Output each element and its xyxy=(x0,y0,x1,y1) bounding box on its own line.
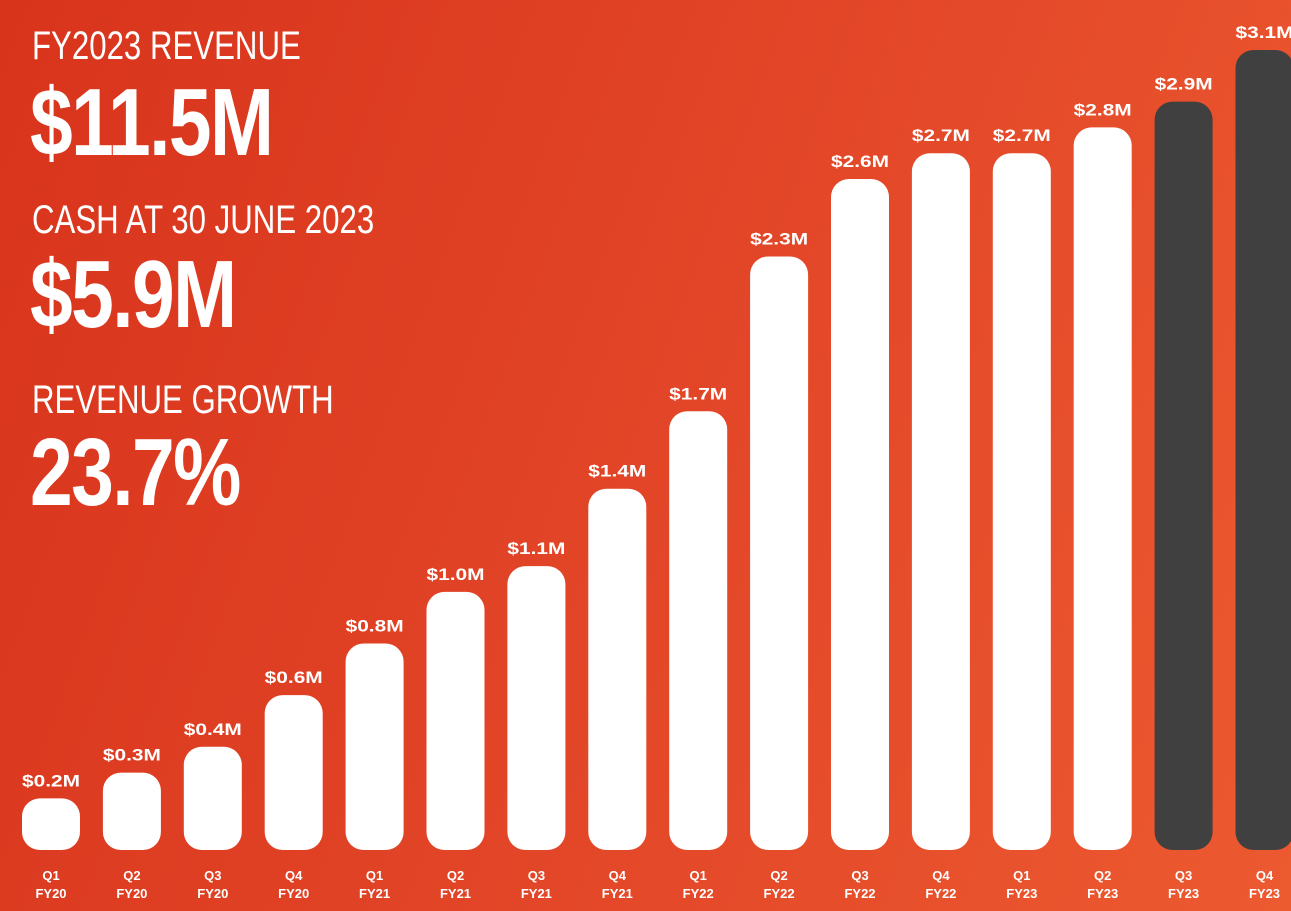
bar xyxy=(22,798,80,850)
bar xyxy=(264,695,323,850)
x-tick-label: Q4 FY20 xyxy=(278,868,310,901)
x-tick-label: Q2 FY20 xyxy=(116,868,148,901)
value-label: $1.7M xyxy=(669,384,727,403)
value-label: $1.0M xyxy=(427,565,485,584)
value-label: $2.6M xyxy=(831,152,889,171)
value-label: $0.3M xyxy=(103,746,161,765)
value-label: $3.1M xyxy=(1236,23,1291,42)
value-label: $2.9M xyxy=(1155,75,1213,94)
value-label: $0.4M xyxy=(184,720,242,739)
bar xyxy=(831,179,889,851)
kpi-label: FY2023 REVENUE xyxy=(32,24,301,68)
bar xyxy=(1154,101,1213,850)
value-label: $0.2M xyxy=(22,771,80,790)
kpi-value: $5.9M xyxy=(30,241,237,348)
kpi-value: 23.7% xyxy=(30,419,241,526)
x-tick-label: Q3 FY22 xyxy=(844,868,876,901)
x-tick-label: Q2 FY22 xyxy=(763,868,795,901)
kpi-value: $11.5M xyxy=(30,69,274,176)
x-tick-label: Q4 FY22 xyxy=(925,868,957,901)
x-tick-label: Q3 FY21 xyxy=(520,868,552,901)
x-tick-label: Q3 FY23 xyxy=(1168,868,1200,901)
x-tick-label: Q2 FY23 xyxy=(1087,868,1119,901)
bar xyxy=(588,488,647,850)
value-label: $1.4M xyxy=(588,462,646,481)
bar xyxy=(426,591,485,850)
x-tick-label: Q1 FY22 xyxy=(682,868,714,901)
value-label: $2.3M xyxy=(750,229,808,248)
value-label: $2.7M xyxy=(993,126,1051,145)
bar xyxy=(669,411,728,850)
kpi-label: CASH AT 30 JUNE 2023 xyxy=(32,198,375,242)
x-tick-label: Q1 FY23 xyxy=(1006,868,1038,901)
x-tick-label: Q1 FY21 xyxy=(359,868,391,901)
bar xyxy=(183,746,242,850)
bar xyxy=(1235,50,1291,850)
value-label: $2.8M xyxy=(1074,100,1132,119)
x-tick-label: Q4 FY21 xyxy=(601,868,633,901)
bar xyxy=(992,153,1051,850)
value-label: $1.1M xyxy=(507,539,565,558)
value-label: $2.7M xyxy=(912,126,970,145)
value-label: $0.6M xyxy=(265,668,323,687)
x-tick-label: Q2 FY21 xyxy=(439,868,472,901)
x-tick-label: Q1 FY20 xyxy=(35,868,67,901)
bar xyxy=(507,566,566,850)
kpi-label: REVENUE GROWTH xyxy=(32,378,334,422)
x-tick-label: Q4 FY23 xyxy=(1248,868,1281,901)
x-tick-label: Q3 FY20 xyxy=(197,868,229,901)
bar xyxy=(102,772,161,850)
bar xyxy=(345,643,404,850)
bar xyxy=(750,256,809,850)
bar xyxy=(911,153,970,850)
bar xyxy=(1073,127,1132,850)
value-label: $0.8M xyxy=(346,617,404,636)
